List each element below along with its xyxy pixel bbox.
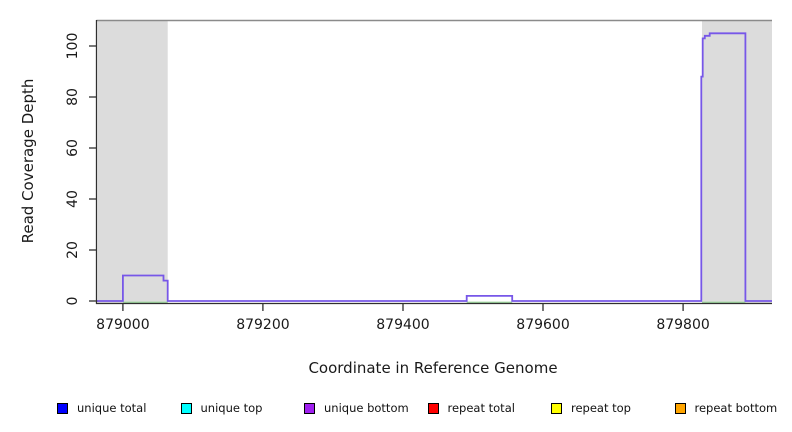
legend-label: unique bottom — [324, 401, 409, 415]
shaded-region-0 — [97, 20, 168, 303]
x-tick-label-879600: 879600 — [516, 317, 570, 333]
legend-label: unique top — [200, 401, 263, 415]
legend-item-unique-total: unique total — [57, 398, 146, 418]
y-tick-label-0: 0 — [65, 296, 81, 306]
y-tick-label-80: 80 — [65, 88, 81, 106]
unique-total-swatch-icon — [57, 402, 68, 414]
legend: unique total unique top unique bottom re… — [0, 398, 792, 418]
x-axis-title: Coordinate in Reference Genome — [308, 359, 558, 377]
legend-label: repeat total — [447, 401, 515, 415]
coverage-step-line — [97, 32, 772, 302]
y-tick-label-100: 100 — [65, 32, 81, 60]
x-tick-label-879800: 879800 — [656, 317, 710, 333]
shaded-region-1 — [702, 20, 772, 303]
legend-label: repeat bottom — [694, 401, 778, 415]
repeat-bottom-swatch-icon — [674, 402, 686, 414]
repeat-top-swatch-icon — [551, 402, 562, 414]
legend-item-unique-bottom: unique bottom — [304, 398, 409, 418]
x-tick-label-879200: 879200 — [236, 317, 290, 333]
unique-top-swatch-icon — [180, 402, 192, 414]
repeat-total-swatch-icon — [427, 402, 439, 414]
legend-item-repeat-total: repeat total — [427, 398, 515, 418]
y-axis-title: Read Coverage Depth — [19, 78, 37, 244]
y-tick-label-40: 40 — [65, 190, 81, 208]
y-tick-label-60: 60 — [65, 139, 81, 157]
legend-item-unique-top: unique top — [180, 398, 263, 418]
y-tick-label-20: 20 — [65, 241, 81, 259]
x-tick-label-879400: 879400 — [376, 317, 430, 333]
legend-item-repeat-bottom: repeat bottom — [674, 398, 778, 418]
legend-label: repeat top — [571, 401, 631, 415]
unique-bottom-swatch-icon — [304, 402, 315, 414]
x-tick-label-879000: 879000 — [96, 317, 150, 333]
legend-item-repeat-top: repeat top — [551, 398, 631, 418]
legend-label: unique total — [77, 401, 147, 415]
